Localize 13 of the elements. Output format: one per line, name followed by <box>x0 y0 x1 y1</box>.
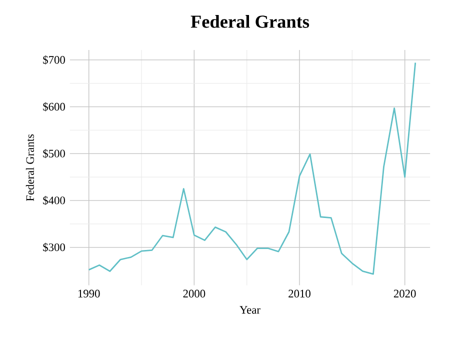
x-tick-label: 1990 <box>78 290 100 298</box>
x-tick-label: 2000 <box>183 290 206 298</box>
y-tick-label: $300 <box>43 242 65 252</box>
y-tick-label: $600 <box>43 102 65 112</box>
y-tick-label: $400 <box>43 196 65 205</box>
y-tick-label: $700 <box>43 55 65 64</box>
chart-title: Federal Grants <box>190 14 310 28</box>
y-axis-title: Federal Grants <box>26 134 34 201</box>
x-tick-label: 2020 <box>394 290 416 298</box>
line-series <box>88 62 416 275</box>
x-tick-label: 2010 <box>288 290 310 298</box>
y-tick-label: $500 <box>43 148 65 158</box>
x-axis-title: Year <box>240 306 260 314</box>
